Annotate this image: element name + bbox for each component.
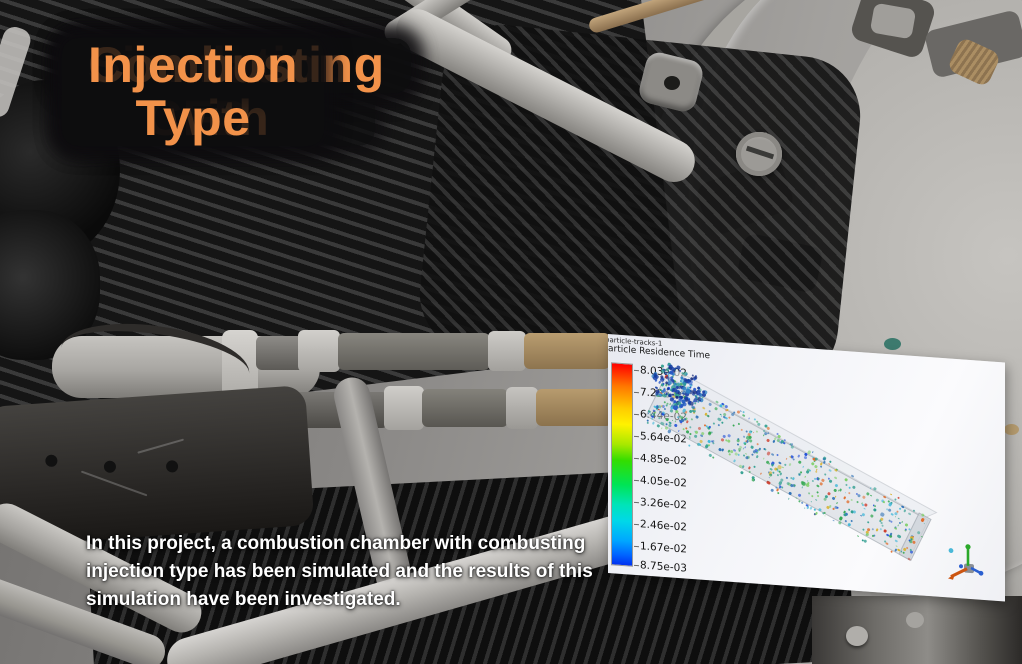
scratch [137, 438, 184, 454]
lower-harness-nut [506, 387, 538, 429]
legend-value: 1.67e-02 [640, 540, 687, 556]
lower-harness-brass-braid [536, 389, 612, 426]
legend-value: 2.46e-02 [640, 518, 687, 534]
tan-smudge [1004, 424, 1019, 435]
cfd-result-panel: particle-tracks-1 Particle Residence Tim… [608, 334, 1005, 602]
legend-value: 4.05e-02 [640, 474, 687, 490]
lower-harness-braid [422, 389, 508, 427]
colorbar-tick [634, 435, 639, 438]
teal-smudge [884, 338, 901, 350]
dark-cylinder-silhouette [0, 210, 100, 360]
legend-value: 4.85e-02 [640, 452, 687, 468]
axis-triad-icon [948, 544, 984, 580]
scratch [80, 470, 148, 497]
upper-harness-collar [298, 330, 340, 372]
bolt-head [906, 612, 924, 628]
upper-harness-brass-braid [524, 333, 610, 369]
title-text: Injection Type [62, 38, 325, 146]
description-text: In this project, a combustion chamber wi… [86, 530, 631, 614]
lower-harness-collar [384, 386, 424, 430]
colorbar-scale [611, 362, 633, 567]
colorbar-tick [634, 564, 639, 567]
description-line: In this project, a combustion chamber wi… [86, 533, 586, 554]
description-line: injection type has been simulated and th… [86, 561, 593, 582]
rivet [165, 459, 179, 473]
colorbar-tick [634, 545, 639, 548]
colorbar-tick [634, 479, 639, 482]
bolt-head [846, 626, 868, 646]
description-line: simulation have been investigated. [86, 589, 401, 610]
colorbar-tick [634, 523, 639, 526]
upper-harness-collar [488, 331, 526, 371]
colorbar-tick [634, 457, 639, 460]
bottom-right-engine-parts [812, 596, 1022, 664]
colorbar-tick [634, 501, 639, 504]
upper-harness-braid [338, 333, 490, 370]
colorbar-tick [634, 391, 639, 394]
rivet [44, 454, 58, 468]
colorbar-tick [634, 413, 639, 416]
hex-nut-hole [664, 76, 680, 90]
rivet [103, 460, 117, 474]
legend-value: 3.26e-02 [640, 496, 687, 512]
colorbar-tick [634, 369, 639, 372]
legend-value: 8.75e-03 [640, 559, 687, 575]
